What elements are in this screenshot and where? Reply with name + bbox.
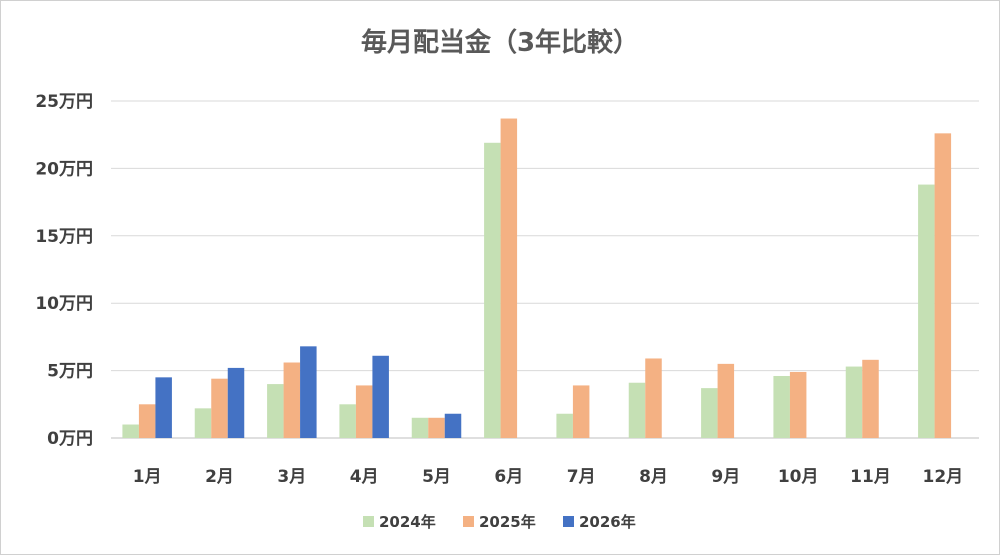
bar [355,385,373,438]
bar [701,388,718,438]
bar [628,382,646,438]
bar [411,417,429,438]
legend-label: 2025年 [479,513,536,531]
bar [789,371,807,438]
x-tick-label: 5月 [422,467,451,487]
bar [773,375,790,438]
legend-label: 2024年 [379,513,436,531]
bar [645,358,662,438]
legend: 2024年 2025年 2026年 [363,513,636,531]
x-tick-label: 3月 [277,467,306,487]
bar [500,118,518,439]
y-tick-label: 15万円 [35,227,93,247]
bar [862,359,879,438]
bar [845,366,863,438]
legend-swatch [363,516,374,527]
bar [227,367,245,438]
x-tick-label: 10月 [778,467,819,487]
legend-swatch [563,516,574,527]
chart-title: 毎月配当金（3年比較） [361,27,639,58]
bar [211,378,228,438]
bar [339,404,356,438]
gridlines [111,100,979,439]
y-tick-label: 25万円 [35,92,93,112]
legend-swatch [463,516,474,527]
bar [300,346,317,438]
x-tick-label: 2月 [205,467,234,487]
bar [444,413,462,438]
bar [283,362,301,438]
bar [484,142,501,438]
legend-label: 2026年 [579,513,636,531]
y-tick-label: 10万円 [35,294,93,314]
y-tick-label: 0万円 [47,429,93,449]
bar [556,413,573,438]
bar [918,184,935,438]
y-tick-label: 20万円 [35,159,93,179]
bar [572,385,590,438]
bar [934,133,952,439]
x-tick-label: 8月 [639,467,668,487]
bar [138,404,156,438]
x-tick-label: 6月 [494,467,523,487]
x-tick-label: 9月 [711,467,740,487]
bar [155,377,172,438]
x-tick-label: 4月 [350,467,379,487]
bar [372,355,389,438]
bar [194,408,212,438]
x-tick-label: 1月 [133,467,162,487]
bar [267,384,284,438]
x-axis-ticks: 1月 2月 3月 4月 5月 6月 7月 8月 9月 10月 11月 12月 [133,467,963,487]
bars [122,118,952,439]
x-tick-label: 11月 [850,467,891,487]
bar [428,417,445,438]
x-tick-label: 7月 [567,467,596,487]
y-tick-label: 5万円 [47,362,93,382]
y-axis-ticks: 0万円 5万円 10万円 15万円 20万円 25万円 [35,92,93,449]
x-tick-label: 12月 [922,467,963,487]
bar [717,363,735,438]
bar [122,424,139,438]
